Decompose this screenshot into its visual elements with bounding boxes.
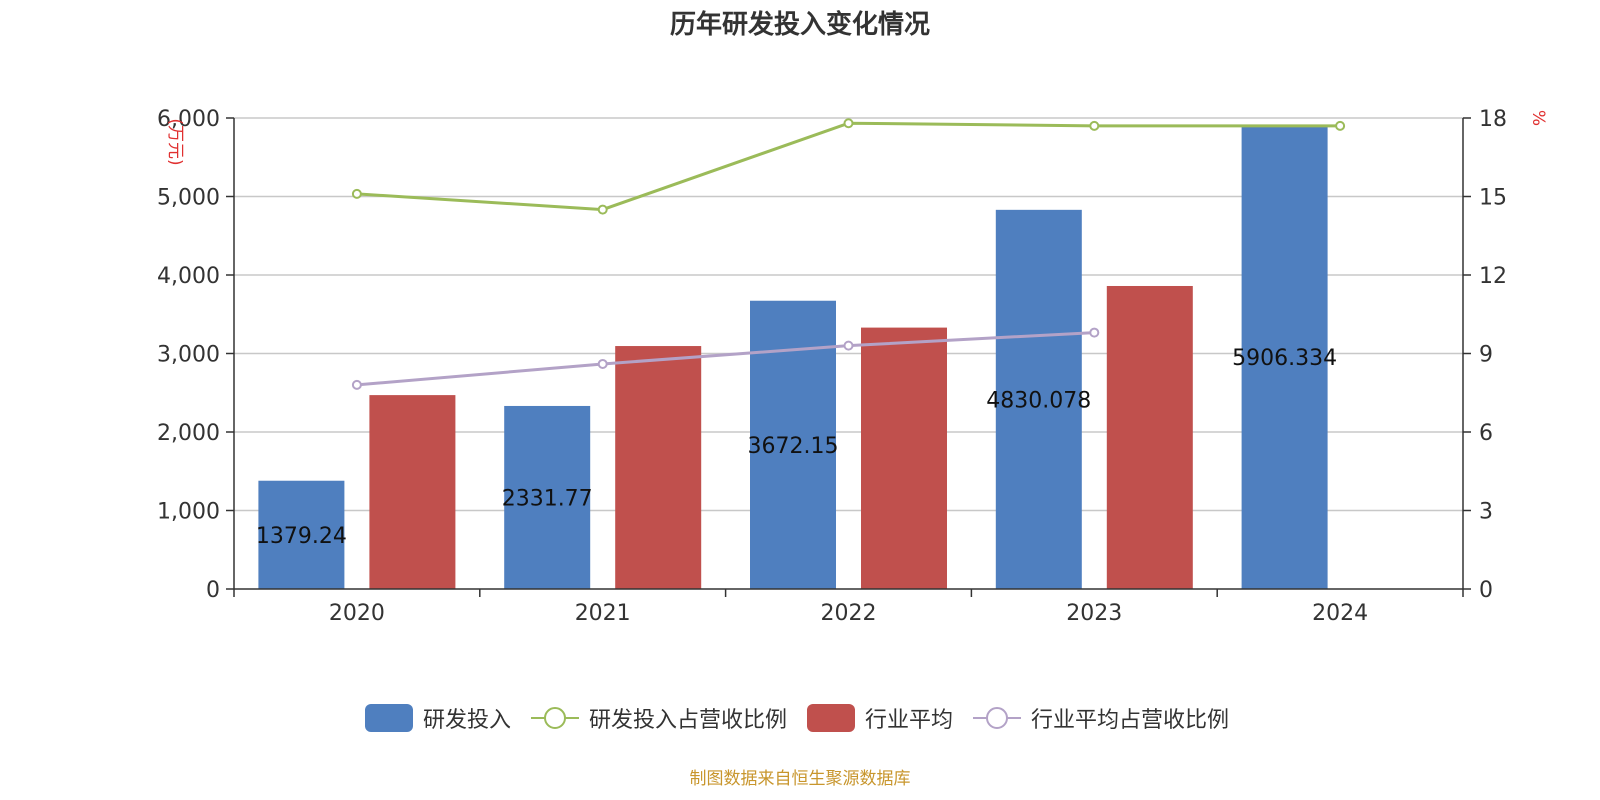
y-left-tick-label: 0 xyxy=(206,578,220,603)
legend-item-industry-ratio[interactable]: 行业平均占营收比例 xyxy=(973,702,1229,734)
line-point xyxy=(843,340,854,351)
bar xyxy=(615,346,702,589)
legend-item-rd[interactable]: 研发投入 xyxy=(364,702,511,734)
y-left-axis-label: (万元) xyxy=(165,118,185,165)
y-right-tick-label: 15 xyxy=(1479,186,1507,211)
y-right-axis-label: % xyxy=(1528,110,1548,126)
line-point xyxy=(1089,327,1100,338)
line-point xyxy=(597,204,608,215)
legend-label-industry: 行业平均 xyxy=(865,708,954,733)
chart-canvas: 0 1,000 2,000 3,000 4,000 5,000 6,000 0 3 6 9 12 15 1… xyxy=(157,107,1548,626)
x-tick-label: 2021 xyxy=(575,601,631,626)
y-right-tick-label: 9 xyxy=(1479,343,1493,368)
legend: 研发投入 研发投入占营收比例 行业平均 行业平均占营收比例 xyxy=(0,702,1600,734)
legend-label-rd: 研发投入 xyxy=(422,708,511,733)
legend-swatch-rd xyxy=(364,704,413,732)
y-left-tick-label: 5,000 xyxy=(157,186,220,211)
bar xyxy=(258,480,345,589)
bar-data-label: 5906.334 xyxy=(1232,346,1337,371)
line-point xyxy=(597,358,608,369)
bar xyxy=(504,405,591,589)
line-point xyxy=(843,118,854,129)
bar-data-label: 1379.24 xyxy=(256,524,347,549)
line-point xyxy=(1335,120,1346,131)
series-line xyxy=(356,331,1095,387)
chart-title: 历年研发投入变化情况 xyxy=(669,10,930,40)
legend-label-industry-ratio: 行业平均占营收比例 xyxy=(1031,708,1230,733)
bar-data-label: 4830.078 xyxy=(986,388,1091,413)
y-right-tick-label: 6 xyxy=(1479,421,1493,446)
legend-swatch-industry xyxy=(807,704,855,732)
legend-item-industry[interactable]: 行业平均 xyxy=(807,702,953,734)
x-tick-label: 2023 xyxy=(1066,601,1122,626)
legend-swatch-industry-ratio xyxy=(973,704,1022,732)
x-tick-label: 2022 xyxy=(821,601,877,626)
y-left-tick-label: 2,000 xyxy=(157,421,220,446)
y-right-tick-label: 18 xyxy=(1479,107,1507,132)
bar xyxy=(861,327,947,589)
y-left-tick-label: 3,000 xyxy=(157,343,220,368)
legend-label-rd-ratio: 研发投入占营收比例 xyxy=(588,708,787,733)
line-point xyxy=(351,379,362,390)
source-note: 制图数据来自恒生聚源数据库 xyxy=(689,769,911,789)
y-right-tick-label: 0 xyxy=(1479,578,1493,603)
x-tick-label: 2020 xyxy=(329,601,385,626)
x-tick-label: 2024 xyxy=(1312,601,1368,626)
y-right-tick-label: 3 xyxy=(1479,500,1493,525)
bar xyxy=(1241,125,1328,589)
bar xyxy=(369,395,456,589)
bar-data-label: 2331.77 xyxy=(502,486,593,511)
y-left-tick-label: 6,000 xyxy=(157,107,220,132)
y-right-tick-label: 12 xyxy=(1479,264,1507,289)
line-point xyxy=(351,188,362,199)
legend-item-rd-ratio[interactable]: 研发投入占营收比例 xyxy=(530,702,787,734)
line-point xyxy=(1089,120,1100,131)
bar-data-label: 3672.15 xyxy=(748,434,839,459)
bar xyxy=(1106,285,1193,589)
y-left-tick-label: 4,000 xyxy=(157,264,220,289)
legend-swatch-rd-ratio xyxy=(530,704,579,732)
bar xyxy=(995,209,1082,590)
y-left-tick-label: 1,000 xyxy=(157,500,220,525)
